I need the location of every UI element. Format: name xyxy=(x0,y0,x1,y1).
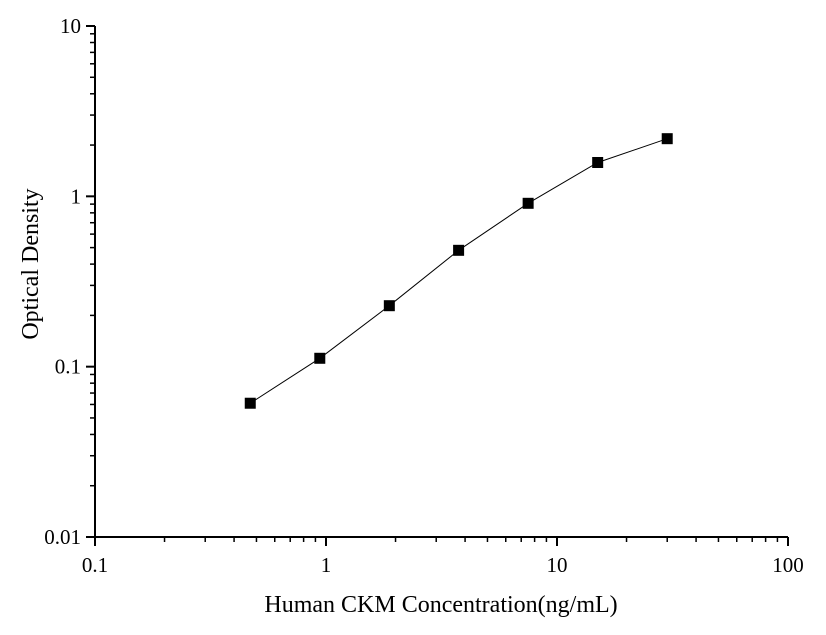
data-point xyxy=(661,133,673,145)
y-tick-label: 0.1 xyxy=(55,355,81,379)
minor-ticks xyxy=(90,33,779,542)
major-ticks xyxy=(86,25,789,546)
y-tick-label: 10 xyxy=(60,14,81,38)
y-axis-title: Optical Density xyxy=(18,188,44,339)
series-line xyxy=(250,138,668,404)
x-tick-label: 100 xyxy=(772,553,804,577)
data-point xyxy=(383,300,395,312)
data-point xyxy=(453,244,465,256)
x-tick-label: 10 xyxy=(547,553,568,577)
y-tick-label: 1 xyxy=(71,184,82,208)
data-point xyxy=(244,397,256,409)
x-axis-title: Human CKM Concentration(ng/mL) xyxy=(264,592,617,618)
data-point xyxy=(522,197,534,209)
y-tick-labels: 0.01 0.1 1 10 xyxy=(44,14,81,549)
x-tick-labels: 0.1 1 10 100 xyxy=(82,553,804,577)
series-layer xyxy=(244,133,673,409)
x-tick-label: 0.1 xyxy=(82,553,108,577)
y-tick-label: 0.01 xyxy=(44,525,81,549)
x-tick-label: 1 xyxy=(321,553,332,577)
data-point xyxy=(592,156,604,168)
data-point xyxy=(314,352,326,364)
